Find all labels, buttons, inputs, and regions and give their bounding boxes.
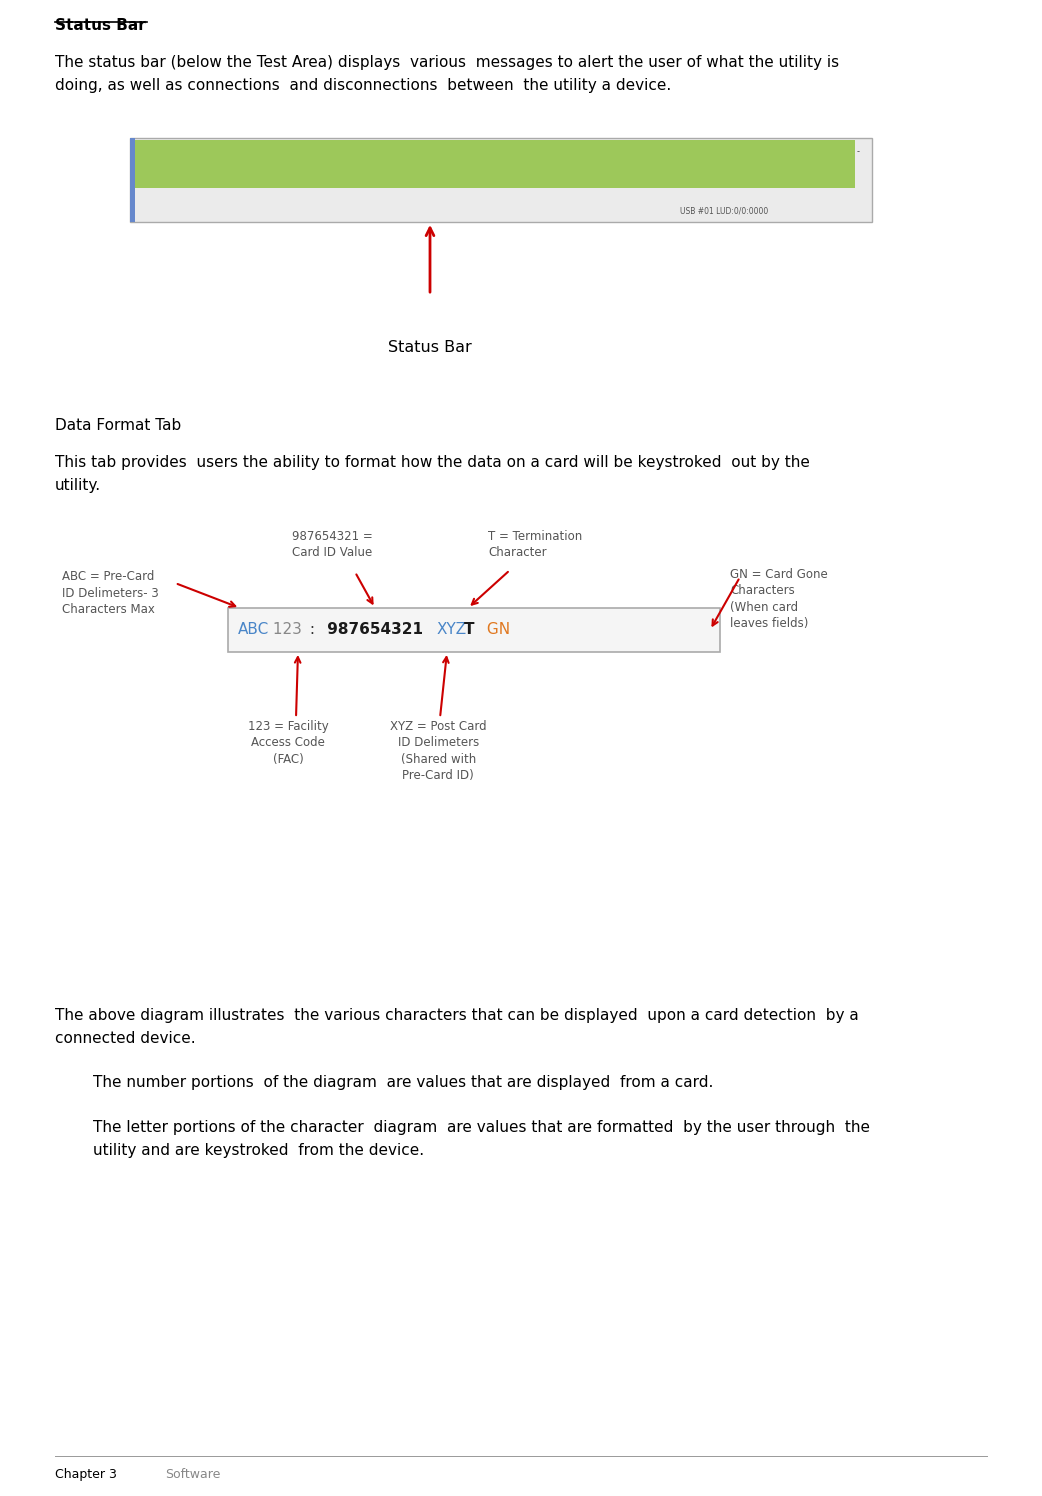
- Text: Status Bar: Status Bar: [55, 18, 146, 33]
- Text: USB #01 LUD:0/0:0000: USB #01 LUD:0/0:0000: [680, 206, 768, 215]
- FancyBboxPatch shape: [130, 138, 135, 221]
- Text: -: -: [857, 147, 860, 156]
- Text: XYZ = Post Card
ID Delimeters
(Shared with
Pre-Card ID): XYZ = Post Card ID Delimeters (Shared wi…: [390, 720, 487, 782]
- Text: T = Termination
Character: T = Termination Character: [488, 530, 582, 560]
- Text: T: T: [464, 622, 474, 637]
- Text: ABC = Pre-Card
ID Delimeters- 3
Characters Max: ABC = Pre-Card ID Delimeters- 3 Characte…: [63, 570, 158, 616]
- Text: :: :: [305, 622, 315, 637]
- Text: GN = Card Gone
Characters
(When card
leaves fields): GN = Card Gone Characters (When card lea…: [730, 568, 827, 630]
- Text: 123 = Facility
Access Code
(FAC): 123 = Facility Access Code (FAC): [248, 720, 328, 766]
- Text: The status bar (below the Test Area) displays  various  messages to alert the us: The status bar (below the Test Area) dis…: [55, 55, 839, 70]
- FancyBboxPatch shape: [135, 141, 855, 188]
- Text: The letter portions of the character  diagram  are values that are formatted  by: The letter portions of the character dia…: [93, 1121, 870, 1135]
- Text: connected device.: connected device.: [55, 1031, 196, 1046]
- Text: ABC: ABC: [238, 622, 269, 637]
- Text: doing, as well as connections  and disconnections  between  the utility a device: doing, as well as connections and discon…: [55, 78, 671, 93]
- Text: Status Bar: Status Bar: [388, 340, 472, 355]
- FancyBboxPatch shape: [228, 607, 720, 652]
- Text: 987654321 =
Card ID Value: 987654321 = Card ID Value: [292, 530, 373, 560]
- Text: 987654321: 987654321: [322, 622, 423, 637]
- Text: XYZ: XYZ: [437, 622, 467, 637]
- Text: utility.: utility.: [55, 479, 101, 494]
- Text: This tab provides  users the ability to format how the data on a card will be ke: This tab provides users the ability to f…: [55, 455, 810, 470]
- Text: Software: Software: [165, 1468, 220, 1481]
- FancyBboxPatch shape: [130, 138, 872, 221]
- Text: 123: 123: [268, 622, 302, 637]
- Text: The number portions  of the diagram  are values that are displayed  from a card.: The number portions of the diagram are v…: [93, 1076, 714, 1091]
- Text: GN: GN: [482, 622, 511, 637]
- Text: Data Format Tab: Data Format Tab: [55, 417, 181, 432]
- Text: Chapter 3: Chapter 3: [55, 1468, 117, 1481]
- Text: utility and are keystroked  from the device.: utility and are keystroked from the devi…: [93, 1143, 424, 1158]
- Text: The above diagram illustrates  the various characters that can be displayed  upo: The above diagram illustrates the variou…: [55, 1008, 859, 1023]
